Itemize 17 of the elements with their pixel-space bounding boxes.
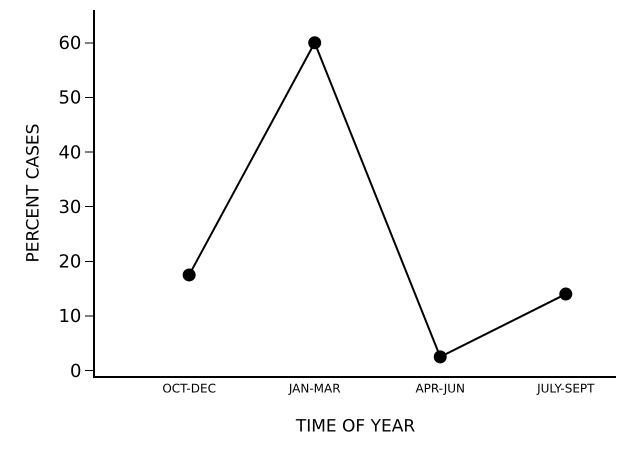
x-tick-label: OCT-DEC [162, 381, 216, 396]
y-tick-label: 40 [58, 142, 82, 164]
point [434, 350, 447, 364]
point [182, 268, 196, 282]
x-tick-label: APR-JUN [415, 381, 466, 396]
point [559, 288, 572, 301]
y-axis-title: PERCENT CASES [24, 124, 44, 262]
y-tick-label: 30 [58, 196, 82, 218]
y-tick-label: 50 [58, 88, 82, 109]
x-tick-label: JULY-SEPT [536, 381, 596, 396]
x-axis-title: TIME OF YEAR [294, 416, 416, 436]
point [308, 36, 322, 50]
x-tick-label: JAN-MAR [288, 381, 341, 396]
y-tick-label: 10 [58, 306, 82, 328]
y-tick-label: 0 [70, 360, 82, 382]
y-tick-label: 60 [58, 33, 82, 54]
y-tick-label: 20 [58, 252, 82, 273]
